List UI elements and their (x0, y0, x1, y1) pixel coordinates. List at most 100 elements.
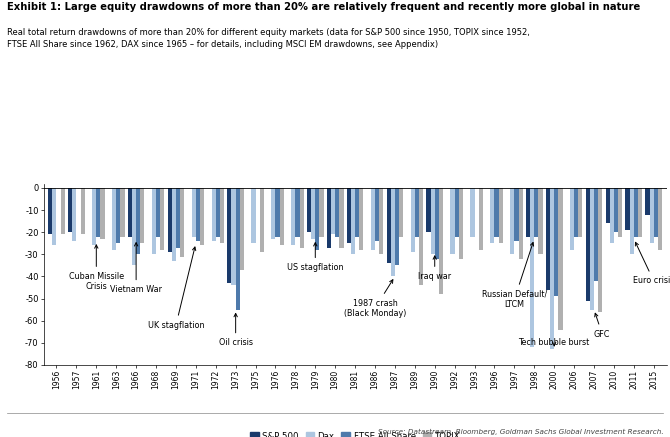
Bar (236, 188, 240, 309)
Bar (351, 188, 355, 254)
Bar (340, 188, 344, 248)
Bar (212, 188, 216, 241)
Text: Real total return drawdowns of more than 20% for different equity markets (data : Real total return drawdowns of more than… (7, 28, 529, 49)
Text: Exhibit 1: Large equity drawdowns of more than 20% are relatively frequent and r: Exhibit 1: Large equity drawdowns of mor… (7, 2, 640, 12)
Bar (594, 188, 598, 281)
Bar (271, 188, 275, 239)
Bar (216, 188, 220, 236)
Bar (399, 188, 403, 236)
Text: Tech bubble burst: Tech bubble burst (519, 338, 590, 347)
Bar (231, 188, 236, 285)
Bar (590, 188, 594, 309)
Bar (112, 188, 116, 250)
Bar (168, 188, 172, 252)
Bar (574, 188, 578, 236)
Bar (279, 188, 284, 246)
Bar (371, 188, 375, 250)
Bar (227, 188, 231, 283)
Bar (275, 188, 279, 236)
Bar (52, 188, 56, 246)
Bar (658, 188, 662, 250)
Bar (291, 188, 295, 246)
Bar (375, 188, 379, 241)
Bar (172, 188, 176, 261)
Bar (48, 188, 52, 234)
Bar (251, 188, 255, 243)
Bar (431, 188, 435, 254)
Text: Russian Default/
LTCM: Russian Default/ LTCM (482, 243, 547, 309)
Bar (479, 188, 483, 250)
Bar (121, 188, 125, 236)
Bar (450, 188, 455, 254)
Bar (570, 188, 574, 250)
Bar (558, 188, 563, 329)
Bar (439, 188, 443, 294)
Bar (546, 188, 550, 290)
Bar (391, 188, 395, 277)
Bar (578, 188, 582, 236)
Bar (387, 188, 391, 263)
Bar (132, 188, 136, 265)
Text: Oil crisis: Oil crisis (218, 313, 253, 347)
Bar (140, 188, 145, 243)
Bar (494, 188, 498, 236)
Bar (176, 188, 180, 248)
Bar (180, 188, 184, 257)
Bar (419, 188, 423, 285)
Bar (316, 188, 320, 250)
Bar (411, 188, 415, 252)
Bar (490, 188, 494, 243)
Bar (192, 188, 196, 236)
Bar (307, 188, 311, 232)
Legend: S&P 500, Dax, FTSE All Share, TOPIX: S&P 500, Dax, FTSE All Share, TOPIX (247, 428, 464, 437)
Text: Source: Datastream, Bloomberg, Goldman Sachs Global Investment Research.: Source: Datastream, Bloomberg, Goldman S… (378, 429, 663, 435)
Bar (347, 188, 351, 243)
Text: UK stagflation: UK stagflation (147, 247, 204, 329)
Bar (426, 188, 431, 232)
Bar (530, 188, 534, 347)
Bar (335, 188, 340, 236)
Bar (654, 188, 658, 236)
Text: 1987 crash
(Black Monday): 1987 crash (Black Monday) (344, 280, 406, 318)
Bar (606, 188, 610, 223)
Bar (534, 188, 539, 236)
Bar (220, 188, 224, 243)
Bar (510, 188, 515, 254)
Bar (379, 188, 383, 254)
Bar (80, 188, 85, 234)
Bar (160, 188, 164, 250)
Text: Iraq war: Iraq war (418, 256, 452, 281)
Text: Cuban Missile
Crisis: Cuban Missile Crisis (69, 245, 124, 291)
Bar (638, 188, 642, 236)
Bar (240, 188, 244, 270)
Bar (331, 188, 335, 234)
Bar (359, 188, 363, 250)
Bar (295, 188, 299, 236)
Bar (96, 188, 100, 236)
Bar (152, 188, 156, 254)
Bar (395, 188, 399, 265)
Bar (61, 188, 65, 234)
Bar (539, 188, 543, 254)
Bar (550, 188, 554, 350)
Bar (618, 188, 622, 236)
Bar (327, 188, 331, 248)
Bar (355, 188, 359, 236)
Bar (92, 188, 96, 246)
Bar (598, 188, 602, 312)
Bar (459, 188, 463, 259)
Bar (554, 188, 558, 296)
Bar (200, 188, 204, 246)
Bar (515, 188, 519, 241)
Bar (526, 188, 530, 236)
Bar (68, 188, 72, 232)
Bar (645, 188, 649, 215)
Bar (435, 188, 439, 259)
Bar (630, 188, 634, 254)
Bar (649, 188, 654, 243)
Bar (470, 188, 474, 236)
Text: GFC: GFC (594, 313, 610, 339)
Text: US stagflation: US stagflation (287, 243, 344, 272)
Bar (136, 188, 140, 254)
Bar (128, 188, 132, 236)
